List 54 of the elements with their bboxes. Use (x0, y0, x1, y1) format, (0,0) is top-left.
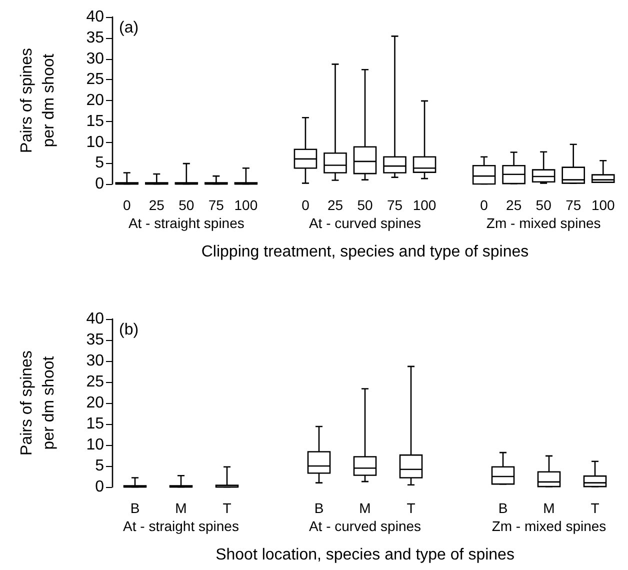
x-tick-label: 0 (122, 197, 131, 213)
x-tick-label: 75 (208, 197, 224, 213)
x-axis-title: Clipping treatment, species and type of spines (201, 244, 529, 260)
y-tick-label: 15 (86, 112, 104, 130)
text: At - curved spines (308, 518, 422, 534)
x-tick-label: 100 (591, 197, 616, 213)
x-tick-label: M (543, 500, 555, 516)
y-axis-title: Pairs of spines per dm shoot (18, 48, 58, 153)
x-tick-label: 50 (178, 197, 194, 213)
x-tick-label: 100 (412, 197, 436, 213)
x-tick-label: T (406, 500, 416, 516)
y-tick-label: 10 (86, 436, 104, 454)
y-tick-label: 40 (86, 310, 104, 328)
text: Zm - mixed spines (492, 518, 606, 534)
x-tick-label: 25 (506, 197, 522, 213)
text: At - straight spines (128, 215, 244, 231)
y-tick-label: 35 (86, 29, 104, 46)
x-tick-label: M (359, 500, 371, 516)
x-tick-label: T (590, 500, 600, 516)
y-tick-label: 25 (86, 374, 104, 390)
x-tick-label: T (222, 500, 232, 516)
x-tick-label: M (175, 500, 187, 516)
x-tick-label: 50 (357, 197, 373, 213)
x-axis-title: Shoot location, species and type of spines (216, 546, 514, 564)
chart-title: (b) (119, 322, 139, 338)
x-tick-label: 0 (302, 197, 310, 213)
y-tick-label: 30 (86, 50, 104, 68)
y-tick-label: 5 (95, 154, 104, 172)
text: At - curved spines (308, 215, 422, 231)
y-tick-label: 10 (86, 134, 104, 151)
x-tick-label: 50 (536, 197, 552, 213)
y-tick-label: 30 (86, 352, 104, 370)
y-tick-label: 0 (95, 176, 104, 192)
x-tick-label: B (130, 500, 140, 516)
y-tick-label: 40 (86, 8, 104, 26)
y-tick-label: 25 (86, 71, 104, 88)
text: At - straight spines (123, 518, 239, 534)
x-tick-label: B (498, 500, 508, 516)
x-tick-label: 100 (234, 197, 258, 213)
x-tick-label: B (314, 500, 324, 516)
x-tick-label: 75 (386, 197, 403, 213)
x-tick-label: 0 (480, 197, 488, 213)
y-tick-label: 35 (86, 332, 104, 348)
y-tick-label: 0 (95, 478, 104, 496)
x-tick-label: 25 (327, 197, 344, 213)
text: Zm - mixed spines (486, 215, 601, 231)
y-tick-label: 20 (86, 92, 104, 109)
x-tick-label: 75 (566, 197, 582, 213)
y-tick-label: 20 (86, 394, 104, 412)
y-axis-title: Pairs of spines per dm shoot (18, 350, 58, 456)
chart-title: (a) (119, 20, 139, 36)
y-tick-label: 5 (95, 458, 104, 474)
x-tick-label: 25 (148, 197, 165, 213)
y-tick-label: 15 (86, 416, 104, 432)
